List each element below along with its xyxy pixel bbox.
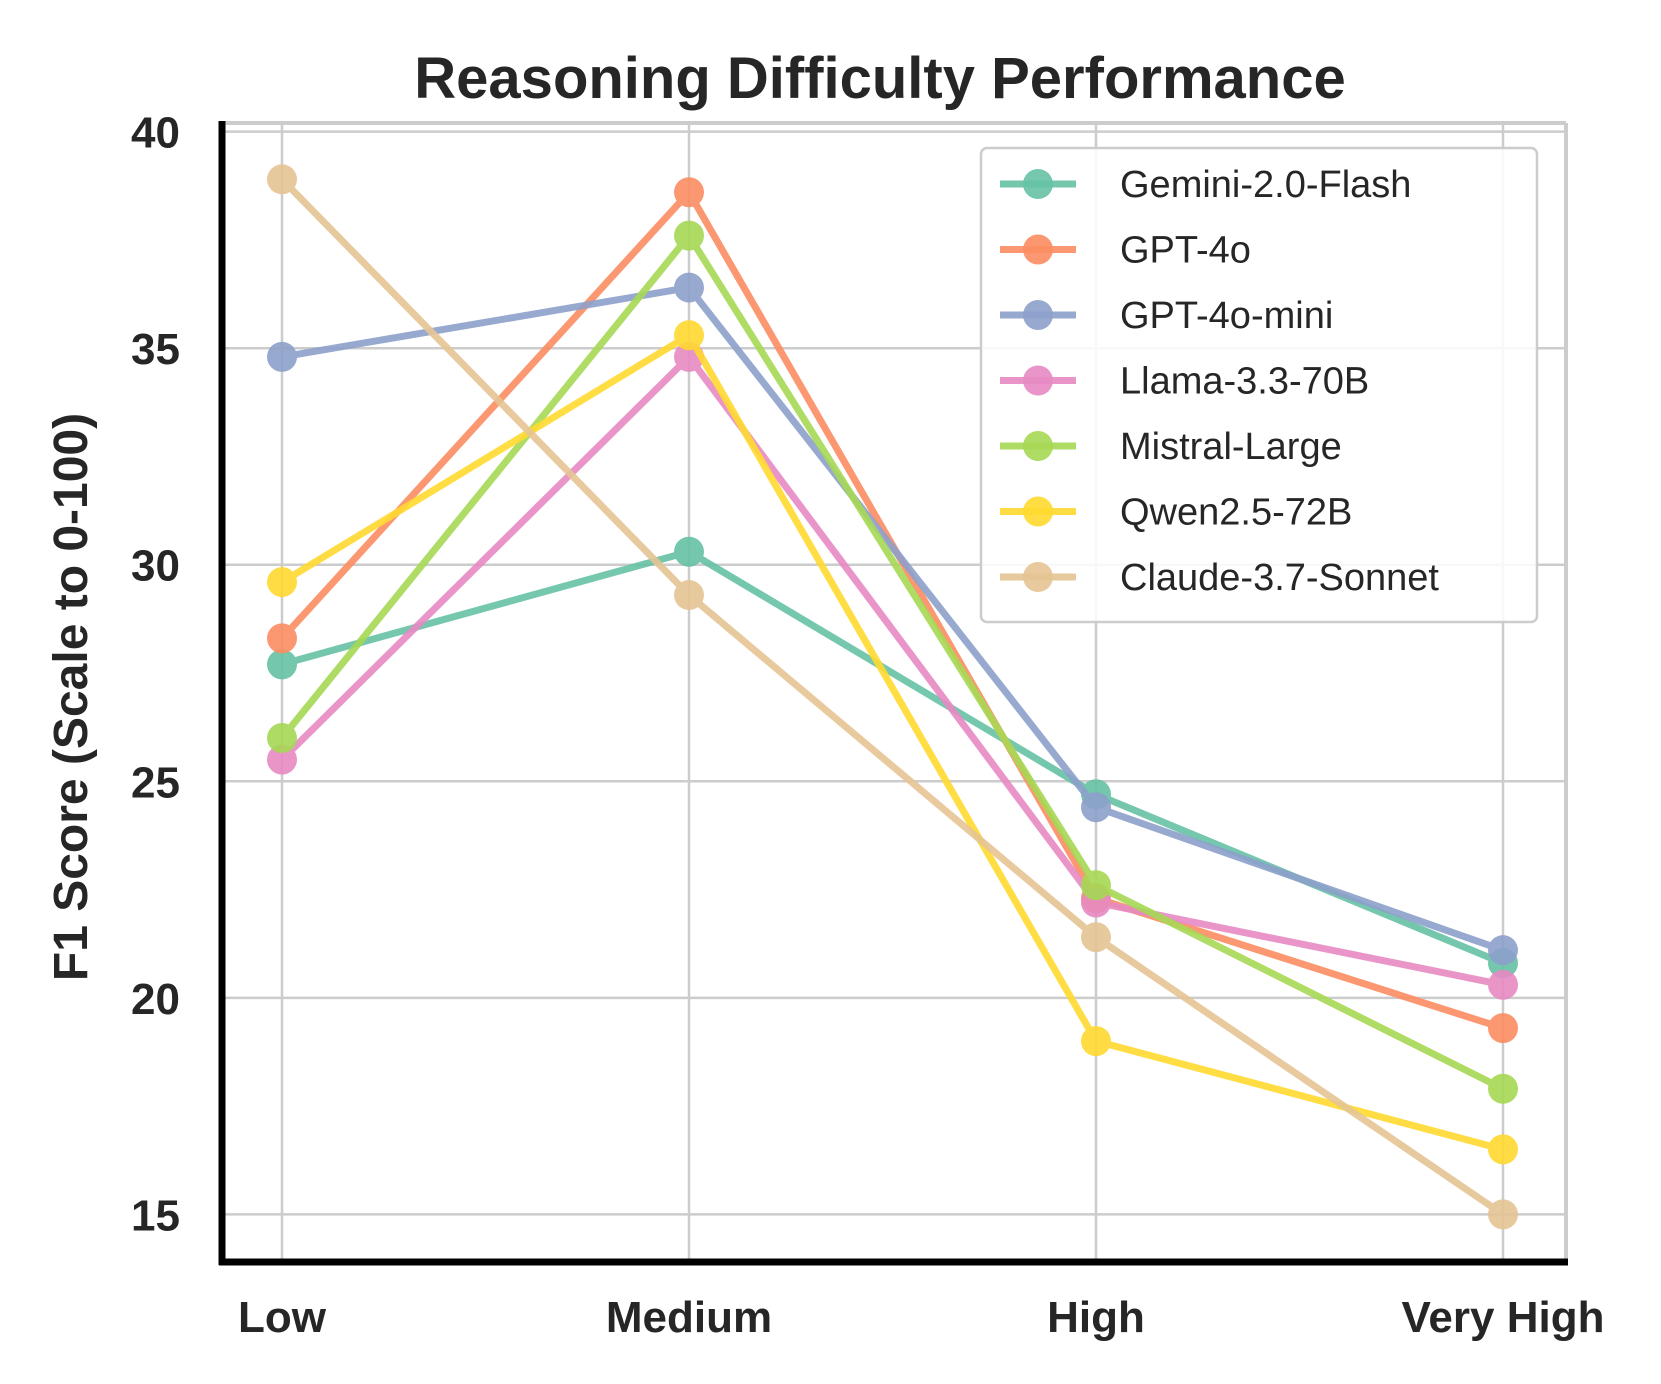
data-point [267,164,297,195]
y-tick-label: 15 [131,1191,180,1240]
data-point [674,272,704,303]
series-line [278,175,1507,1218]
grid-lines [222,123,1566,1262]
legend-label: Gemini-2.0-Flash [1120,164,1411,206]
y-tick-label: 35 [131,325,180,374]
legend-entry: Claude-3.7-Sonnet [1000,557,1439,599]
legend-label: Llama-3.3-70B [1120,361,1369,403]
legend-entry: Mistral-Large [1000,426,1342,468]
legend-box [979,146,1539,624]
y-tick-label: 30 [131,542,180,591]
data-point [1081,1026,1111,1057]
chart-title: Reasoning Difficulty Performance [414,46,1345,111]
x-tick-label: High [1047,1293,1145,1342]
data-point [674,320,704,351]
y-tick-label: 40 [131,109,180,158]
legend-label: Mistral-Large [1120,426,1342,468]
legend-entry: GPT-4o [1000,230,1251,272]
series-mistral-large [267,220,1518,1104]
data-point [1081,922,1111,953]
legend-entry: Llama-3.3-70B [1000,361,1369,403]
series-claude-3-7-sonnet [267,164,1518,1230]
legend-entry: Qwen2.5-72B [1000,492,1352,534]
data-point [1488,1199,1518,1230]
data-point [1488,1013,1518,1044]
legend-label: GPT-4o [1120,230,1251,272]
legend-entry: GPT-4o-mini [1000,295,1333,337]
data-point [1081,870,1111,901]
x-tick-label: Low [238,1293,327,1342]
x-tick-label: Very High [1402,1293,1605,1342]
data-point [1488,969,1518,1000]
legend-label: GPT-4o-mini [1120,295,1333,337]
y-axis-ticks: 15 20 25 30 35 40 [131,109,180,1241]
series-llama-3-3-70b [267,341,1518,1000]
legend-marker [1023,365,1053,396]
legend-marker [1023,169,1053,199]
series-line [278,284,1507,954]
legend-marker [1023,562,1053,592]
series-line [278,232,1507,1093]
plot-frame [218,121,1568,1266]
series-qwen2-5-72b [267,320,1518,1165]
data-point [674,536,704,567]
y-tick-label: 25 [131,758,180,807]
legend-label: Qwen2.5-72B [1120,492,1352,534]
series-line [278,353,1507,989]
x-tick-label: Medium [606,1293,772,1342]
legend-entry: Gemini-2.0-Flash [1000,164,1411,206]
data-point [674,580,704,611]
data-point [267,722,297,753]
data-point [674,177,704,208]
x-axis-ticks: Low Medium High Very High [238,1293,1604,1342]
data-point [1488,1073,1518,1104]
series-line [278,331,1507,1153]
data-point [267,649,297,680]
data-point [674,220,704,251]
data-point [267,567,297,598]
data-point [267,341,297,372]
legend-marker [1023,300,1053,330]
series-lines [267,164,1518,1230]
data-point [1488,1134,1518,1165]
data-point [267,623,297,654]
data-point [1488,935,1518,966]
data-point [267,744,297,775]
y-axis-label: F1 Score (Scale to 0-100) [45,413,98,981]
y-tick-label: 20 [131,975,180,1024]
legend: Gemini-2.0-Flash GPT-4o GPT-4o-mini Llama-3… [979,146,1539,624]
legend-marker [1023,234,1053,265]
legend-label: Claude-3.7-Sonnet [1120,557,1439,599]
data-point [1081,792,1111,823]
legend-marker [1023,431,1053,461]
series-gpt-4o-mini [267,272,1518,966]
legend-marker [1023,496,1053,527]
